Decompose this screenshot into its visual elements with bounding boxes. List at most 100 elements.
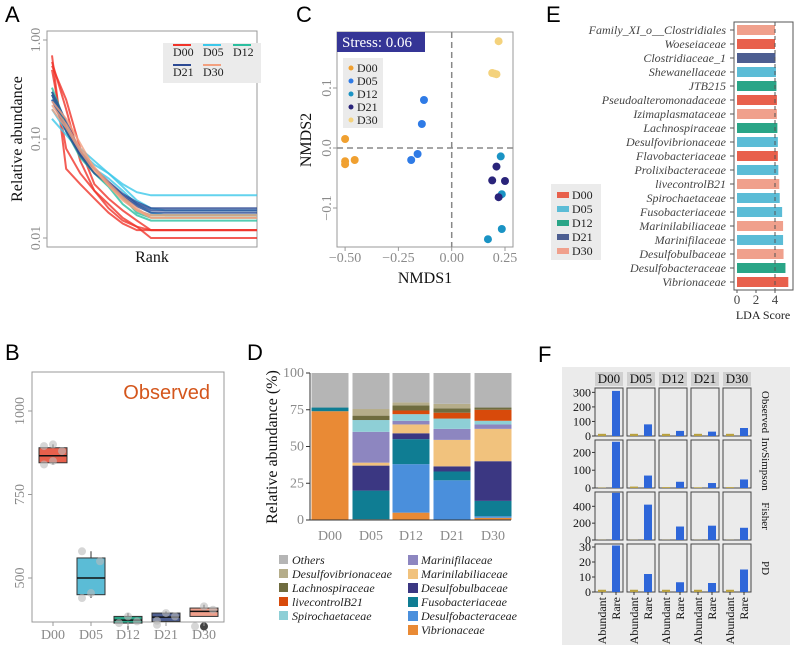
y-tick-label: 0 (585, 533, 591, 547)
bar-rare (740, 527, 748, 540)
panel-a-rank-abundance: 1.00 0.10 0.01 D00 D05 D12 D21 D30 Rank Relative … (9, 28, 261, 266)
stack-segment (352, 490, 390, 520)
data-point (58, 447, 66, 456)
stack-segment (392, 414, 430, 421)
x-tick-label: D05 (359, 529, 383, 544)
x-tick-label: 2 (753, 292, 760, 307)
stack-segment (474, 500, 512, 517)
facet-panel (690, 387, 720, 437)
taxon-label: Marinifilaceae (654, 233, 727, 247)
data-point (78, 594, 86, 603)
bar-rare (612, 492, 620, 540)
legend-label: D30 (572, 244, 593, 258)
taxon-label: Flavobacteriaceae (635, 149, 727, 163)
legend-label: D21 (173, 65, 194, 79)
bar-rare (676, 481, 684, 488)
facet-strip (595, 372, 623, 386)
taxon-label: Vibrionaceae (662, 275, 726, 289)
stack-segment (392, 405, 430, 411)
outlier-point (200, 622, 208, 631)
y-tick-label: 25 (290, 476, 304, 491)
y-tick-label: 0 (585, 429, 591, 443)
bar-abundant (662, 487, 670, 488)
stack-segment (433, 428, 471, 440)
lda-bar-d00 (737, 151, 778, 161)
facet-panel (658, 439, 688, 489)
stack-segment (474, 461, 512, 501)
y-tick-label: 750 (13, 484, 28, 505)
taxon-label: Woeseiaceae (664, 37, 726, 51)
y-tick-label: 0.0 (320, 139, 335, 157)
legend-label: D21 (572, 230, 593, 244)
rank-curve-d30 (51, 100, 257, 217)
point-d21 (488, 176, 497, 185)
stack-segment (311, 373, 349, 408)
lda-bar-d12 (737, 263, 786, 273)
facet-row-label: InvSimpson (759, 437, 771, 491)
facet-row-label: Observed (759, 391, 771, 434)
rank-curve-d00 (51, 65, 257, 232)
legend-swatch (279, 611, 288, 620)
stack-segment (392, 439, 430, 465)
legend-key (348, 117, 354, 123)
legend-swatch (279, 583, 288, 592)
y-tick-label: 100 (573, 463, 591, 477)
stack-segment (433, 471, 471, 481)
y-tick-label: 20 (579, 555, 591, 569)
legend-label: livecontrolB21 (292, 595, 363, 609)
lda-bar-d05 (737, 67, 776, 77)
data-point (200, 602, 208, 611)
metric-annotation: Observed (123, 382, 210, 404)
bar-rare (612, 545, 620, 592)
stack-segment (433, 412, 471, 419)
lda-bar-d05 (737, 235, 784, 245)
legend-label: Fusobacteriaceae (420, 595, 508, 609)
taxon-label: Izimaplasmataceae (632, 107, 726, 121)
x-axis-label: NMDS1 (398, 270, 452, 287)
stack-segment (352, 415, 390, 421)
panel-letter-e: E (546, 2, 561, 27)
taxon-label: Shewanellaceae (649, 65, 727, 79)
y-tick-label: 0 (297, 513, 304, 528)
data-point (115, 619, 123, 628)
bar-rare (708, 583, 716, 592)
bar-abundant (726, 487, 734, 488)
bar-rare (740, 569, 748, 592)
point-d05 (407, 156, 416, 164)
stack-segment (433, 373, 471, 404)
stress-label: Stress: 0.06 (342, 35, 413, 51)
facet-panel (722, 543, 752, 593)
taxon-label: Family_XI_o__Clostridiales (588, 23, 727, 37)
lda-bar-d30 (737, 221, 784, 231)
facet-panel (658, 387, 688, 437)
legend-label: D05 (203, 45, 224, 59)
facet-column-label: D12 (662, 371, 684, 386)
stress-badge (337, 32, 425, 52)
legend-label: Lachnospiraceae (291, 581, 375, 595)
data-point (49, 440, 57, 449)
x-tick-label: D21 (440, 529, 464, 544)
stack-segment (433, 480, 471, 520)
plot-frame (31, 371, 225, 623)
y-tick-label: 1.00 (29, 28, 44, 53)
y-tick-label: 0 (585, 585, 591, 599)
bar-rare (676, 526, 684, 540)
stack-segment (352, 462, 390, 466)
panel-b-boxplot: 500 750 1000 D00 D05 D12 D21 D30 Observed (13, 371, 225, 643)
point-d12 (497, 225, 506, 233)
legend-label: D05 (572, 202, 593, 216)
stack-segment (352, 409, 390, 416)
taxon-label: Pseudoalteromonadaceae (601, 93, 727, 107)
y-tick-label: 300 (573, 385, 591, 399)
lda-bar-d30 (737, 109, 777, 119)
data-point (124, 612, 132, 621)
facet-panel (690, 439, 720, 489)
facet-strip (691, 372, 719, 386)
legend-key (348, 65, 354, 71)
legend-label: D12 (572, 216, 593, 230)
legend-key (348, 78, 354, 84)
stack-segment (474, 373, 512, 408)
data-point (49, 457, 57, 466)
y-tick-label: 100 (573, 414, 591, 428)
